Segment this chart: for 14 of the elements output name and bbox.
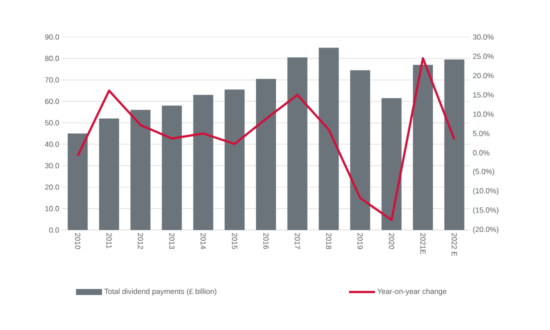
bar: [256, 78, 276, 230]
bar: [224, 90, 245, 230]
bar: [193, 94, 214, 230]
bar: [350, 70, 370, 230]
line-series: [76, 57, 456, 222]
bar: [382, 98, 402, 230]
bar: [68, 134, 88, 230]
bar: [162, 106, 182, 230]
bar: [99, 118, 120, 230]
bar: [318, 48, 339, 230]
bar: [412, 64, 433, 230]
bar: [287, 57, 308, 230]
bar: [130, 110, 150, 230]
bar: [444, 60, 464, 230]
